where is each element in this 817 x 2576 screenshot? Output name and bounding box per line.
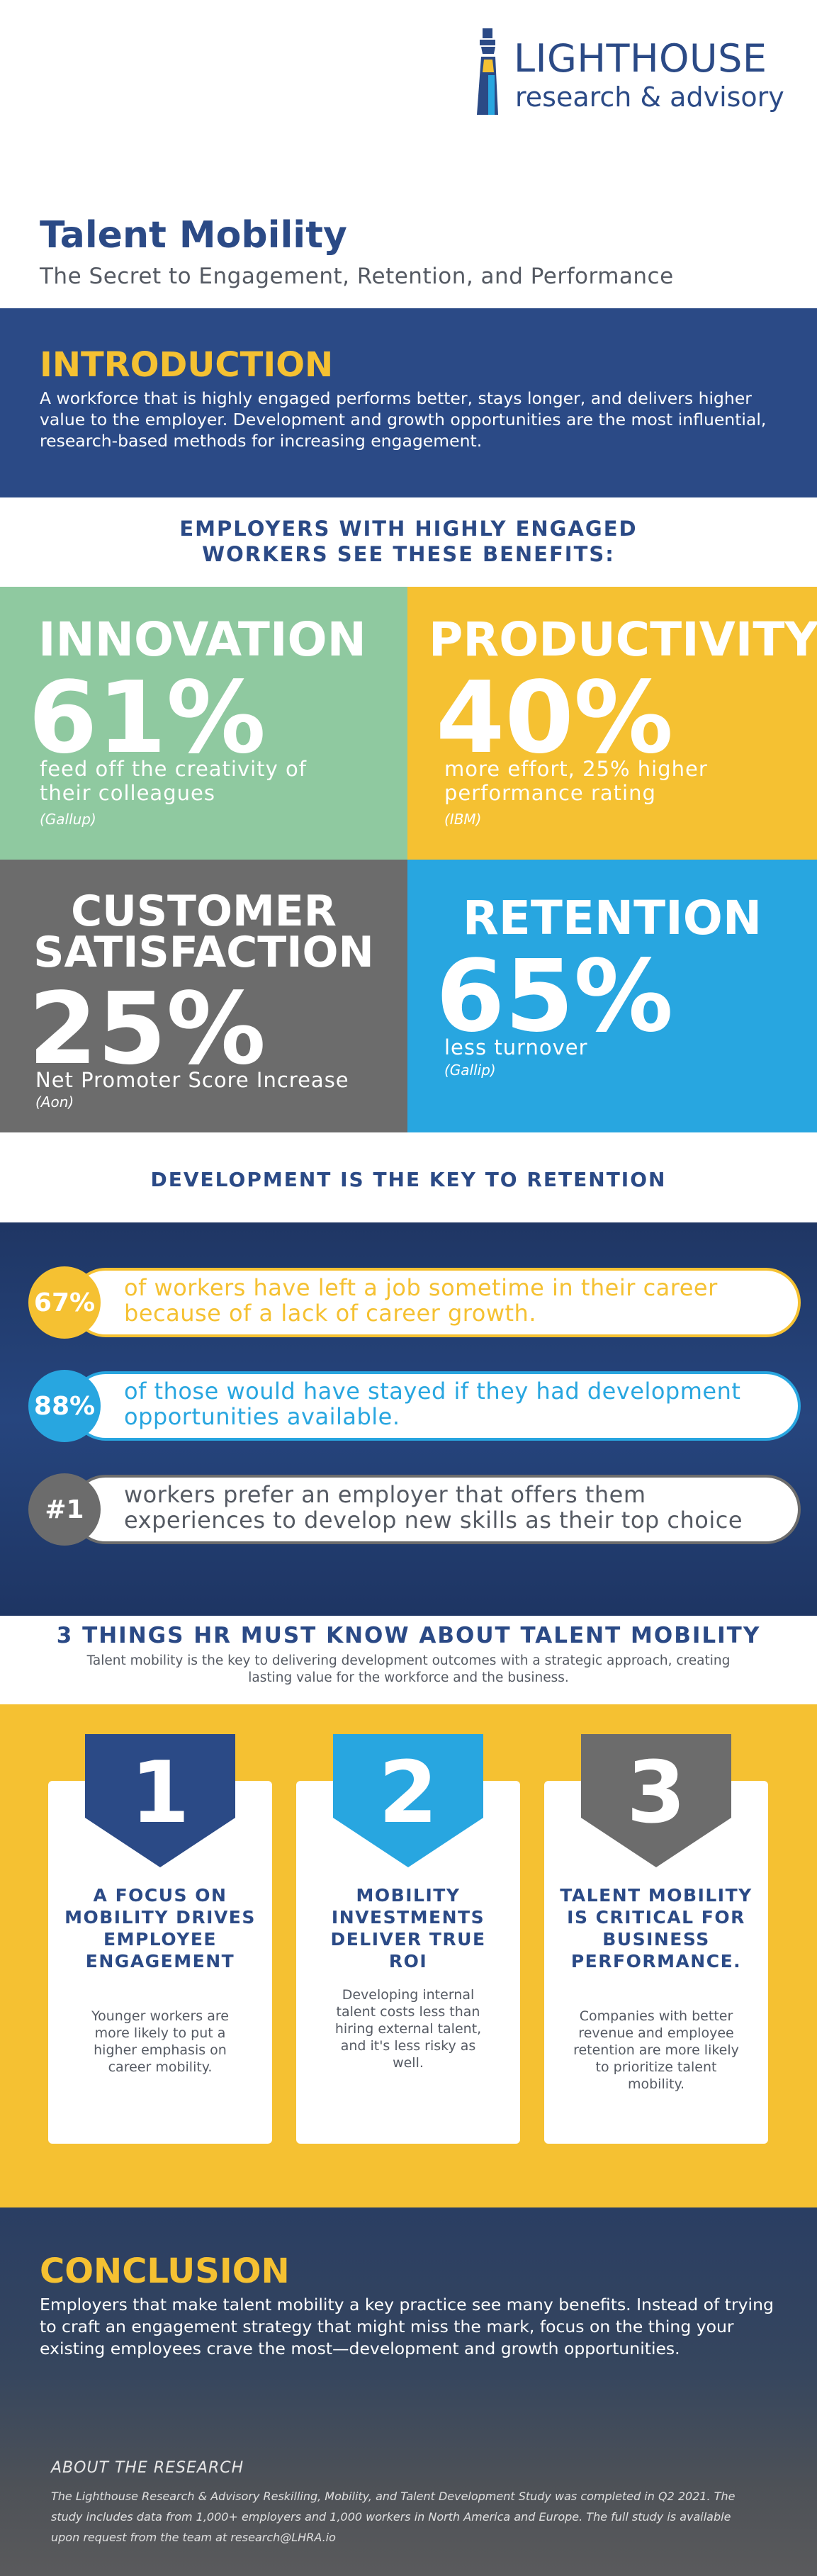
benefit-desc: more effort, 25% higher performance rati… bbox=[444, 757, 708, 805]
development-item: 88% of those would have stayed if they h… bbox=[28, 1370, 801, 1442]
benefit-stat: 61% bbox=[28, 660, 266, 776]
intro-section: INTRODUCTION A workforce that is highly … bbox=[0, 308, 817, 497]
thing-number: 3 bbox=[626, 1744, 686, 1843]
things-heading: 3 THINGS HR MUST KNOW ABOUT TALENT MOBIL… bbox=[56, 1623, 761, 1648]
development-item-bar bbox=[71, 1268, 801, 1337]
things-body: Talent mobility is the key to delivering… bbox=[86, 1653, 731, 1685]
intro-heading: INTRODUCTION bbox=[40, 345, 334, 385]
benefit-innovation: INNOVATION 61% feed off the creativity o… bbox=[0, 587, 407, 860]
benefit-category: CUSTOMER SATISFACTION bbox=[0, 887, 407, 977]
development-item-bar bbox=[71, 1475, 801, 1544]
thing-title: TALENT MOBILITY IS CRITICAL FOR BUSINESS… bbox=[560, 1885, 753, 1972]
brand-tagline: research & advisory bbox=[515, 81, 784, 113]
benefit-category: RETENTION bbox=[462, 891, 762, 945]
thing-card: 1 A FOCUS ON MOBILITY DRIVES EMPLOYEE EN… bbox=[48, 1734, 272, 2144]
number-badge-shape bbox=[85, 1734, 235, 1867]
lighthouse-icon bbox=[477, 28, 498, 115]
thing-title: MOBILITY INVESTMENTS DELIVER TRUE ROI bbox=[330, 1885, 486, 1972]
benefit-retention: RETENTION 65% less turnover (Gallip) bbox=[407, 860, 817, 1132]
benefits-heading-line1: EMPLOYERS WITH HIGHLY ENGAGED bbox=[179, 517, 638, 541]
benefits-grid: INNOVATION 61% feed off the creativity o… bbox=[0, 587, 817, 1132]
benefit-category-line2: SATISFACTION bbox=[33, 928, 374, 977]
thing-number: 1 bbox=[130, 1744, 190, 1843]
development-section: 67% of workers have left a job sometime … bbox=[0, 1222, 817, 1616]
things-section: 1 A FOCUS ON MOBILITY DRIVES EMPLOYEE EN… bbox=[0, 1704, 817, 2207]
benefit-stat: 40% bbox=[436, 660, 674, 776]
benefit-desc: less turnover bbox=[444, 1035, 588, 1059]
thing-number: 2 bbox=[378, 1744, 438, 1843]
thing-title: A FOCUS ON MOBILITY DRIVES EMPLOYEE ENGA… bbox=[64, 1885, 256, 1972]
header: LIGHTHOUSE research & advisory bbox=[0, 0, 817, 206]
benefit-source: (Gallup) bbox=[40, 811, 96, 828]
benefit-productivity: PRODUCTIVITY 40% more effort, 25% higher… bbox=[407, 587, 817, 860]
development-text: of workers have left a job sometime in t… bbox=[124, 1274, 718, 1327]
benefit-customer-satisfaction: CUSTOMER SATISFACTION 25% Net Promoter S… bbox=[0, 860, 407, 1132]
page-title: Talent Mobility bbox=[40, 214, 347, 257]
development-text: of those would have stayed if they had d… bbox=[124, 1378, 741, 1430]
number-badge-shape bbox=[581, 1734, 731, 1867]
about-body: The Lighthouse Research & Advisory Reski… bbox=[51, 2490, 736, 2544]
conclusion-body: Employers that make talent mobility a ke… bbox=[40, 2295, 774, 2358]
intro-body: A workforce that is highly engaged perfo… bbox=[40, 388, 767, 451]
development-item: #1 workers prefer an employer that offer… bbox=[28, 1473, 801, 1546]
page-subtitle: The Secret to Engagement, Retention, and… bbox=[40, 264, 674, 289]
benefit-desc: Net Promoter Score Increase bbox=[35, 1068, 349, 1092]
benefit-source: (Aon) bbox=[35, 1093, 74, 1110]
development-item: 67% of workers have left a job sometime … bbox=[28, 1266, 801, 1339]
development-badge: #1 bbox=[28, 1473, 101, 1546]
benefit-source: (Gallip) bbox=[444, 1062, 496, 1079]
benefit-source: (IBM) bbox=[444, 811, 482, 828]
conclusion-section: CONCLUSION Employers that make talent mo… bbox=[0, 2207, 817, 2576]
benefits-heading-line2: WORKERS SEE THESE BENEFITS: bbox=[202, 542, 615, 566]
benefits-heading: EMPLOYERS WITH HIGHLY ENGAGED WORKERS SE… bbox=[0, 516, 817, 567]
thing-body: Companies with better revenue and employ… bbox=[573, 2008, 739, 2092]
about-heading: ABOUT THE RESEARCH bbox=[51, 2459, 244, 2477]
thing-body: Developing internal talent costs less th… bbox=[334, 1987, 482, 2071]
development-badge: 88% bbox=[28, 1370, 101, 1442]
benefit-category-line1: CUSTOMER bbox=[71, 887, 337, 936]
conclusion-heading: CONCLUSION bbox=[40, 2251, 290, 2291]
thing-card: 3 TALENT MOBILITY IS CRITICAL FOR BUSINE… bbox=[544, 1734, 768, 2144]
development-badge: 67% bbox=[28, 1266, 101, 1339]
brand-logo[interactable]: LIGHTHOUSE research & advisory bbox=[473, 28, 784, 120]
development-text: workers prefer an employer that offers t… bbox=[124, 1481, 743, 1534]
benefit-category: PRODUCTIVITY bbox=[429, 612, 817, 667]
thing-body: Younger workers are more likely to put a… bbox=[91, 2008, 229, 2075]
number-badge-shape bbox=[333, 1734, 483, 1867]
benefit-desc: feed off the creativity of their colleag… bbox=[40, 757, 307, 805]
benefit-category: INNOVATION bbox=[38, 612, 366, 667]
benefit-stat: 25% bbox=[28, 972, 266, 1087]
benefit-stat: 65% bbox=[436, 939, 674, 1054]
development-heading: DEVELOPMENT IS THE KEY TO RETENTION bbox=[150, 1168, 667, 1191]
thing-card: 2 MOBILITY INVESTMENTS DELIVER TRUE ROI … bbox=[296, 1734, 520, 2144]
brand-name: LIGHTHOUSE bbox=[514, 36, 767, 81]
